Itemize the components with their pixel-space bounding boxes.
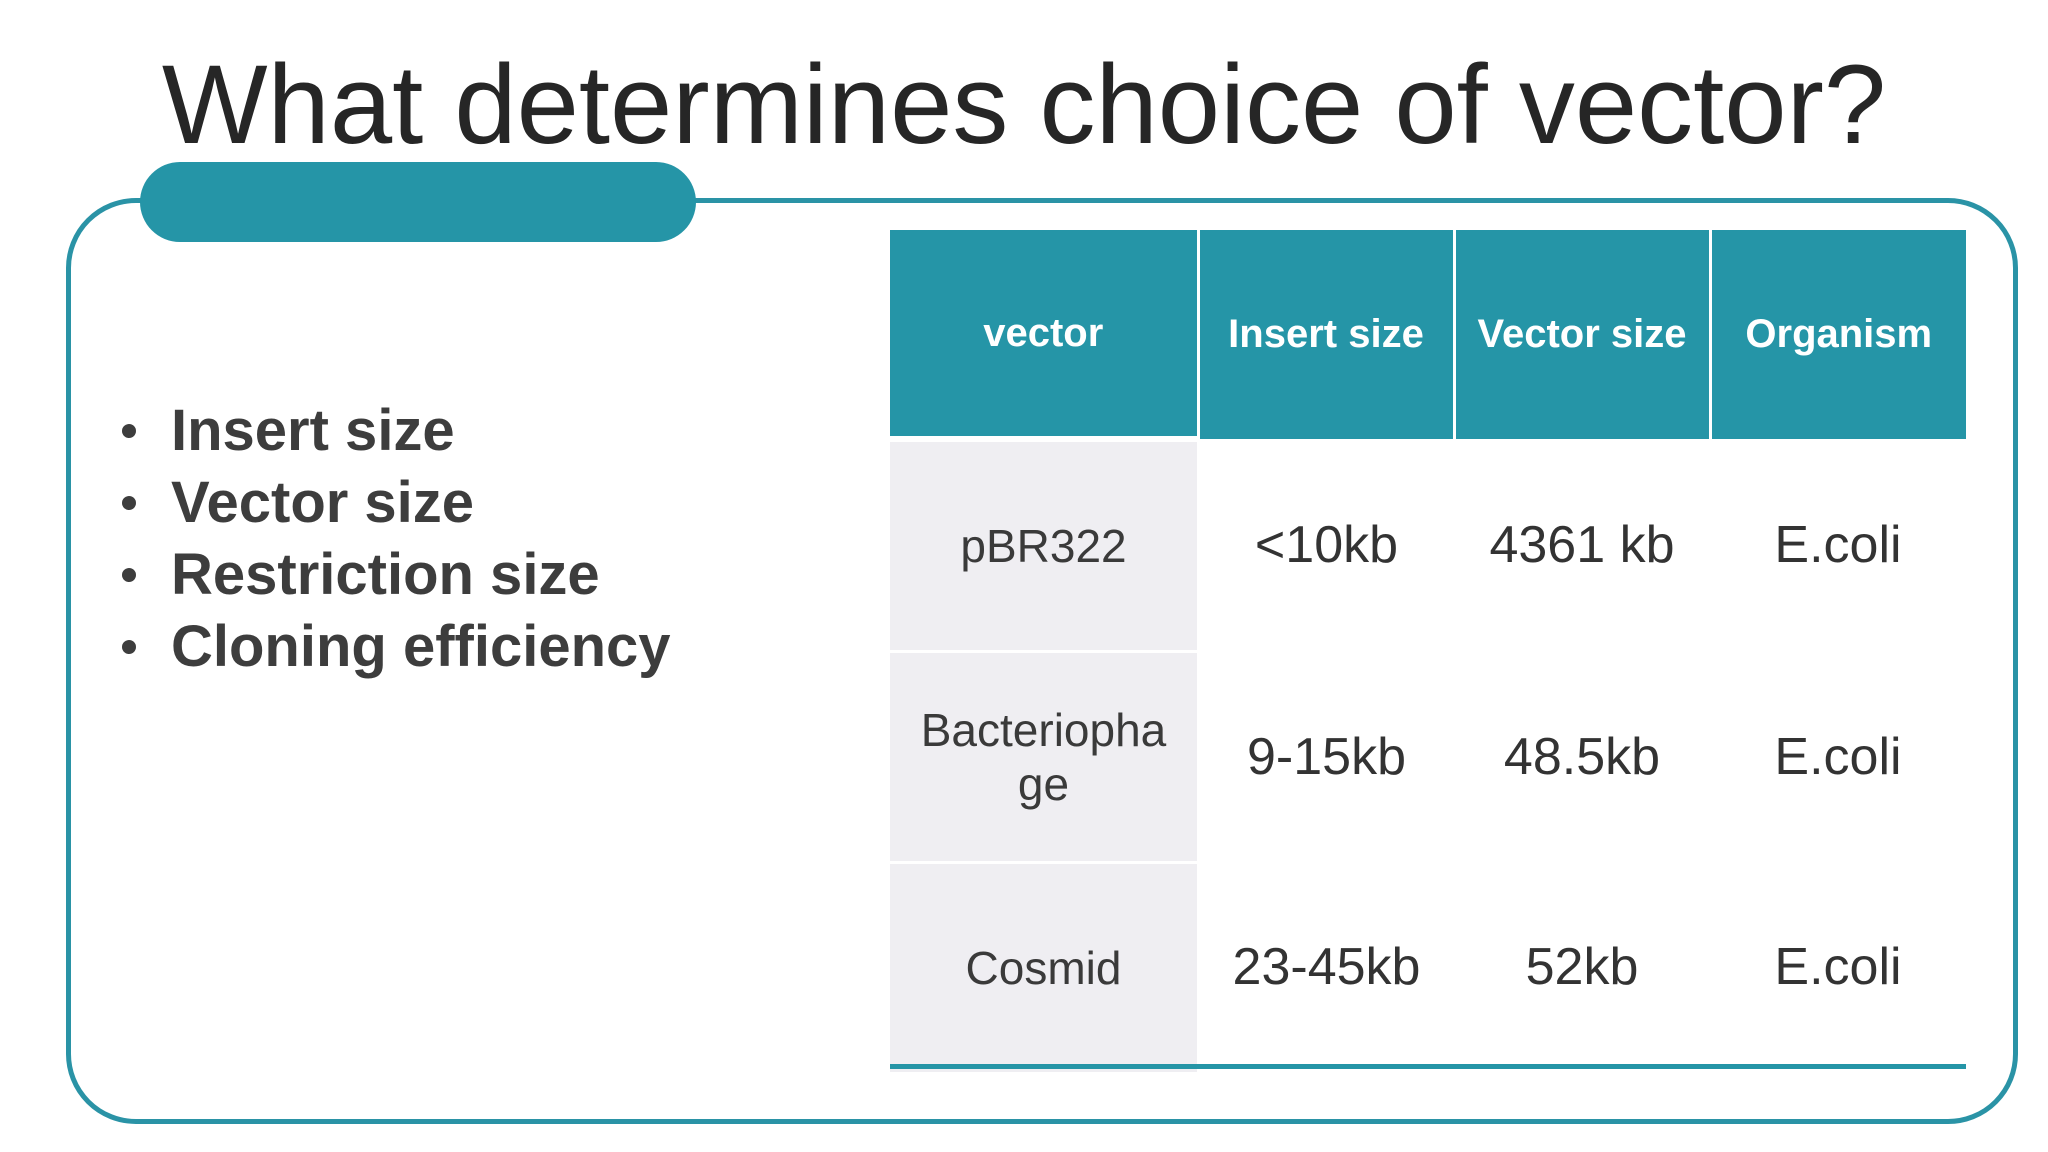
table-header-row: vector Insert size Vector size Organism <box>890 230 1966 439</box>
cell-organism: E.coli <box>1710 439 1966 652</box>
cell-vector-name: Bacteriophage <box>890 650 1199 863</box>
table-row: pBR322 <10kb 4361 kb E.coli <box>890 436 1966 652</box>
bullet-text: Restriction size <box>171 542 600 607</box>
cell-organism: E.coli <box>1710 862 1966 1072</box>
header-vector-size: Vector size <box>1452 230 1710 439</box>
bullet-text: Vector size <box>171 470 475 535</box>
bullet-dot-icon <box>122 496 136 510</box>
cell-insert-size: <10kb <box>1198 439 1454 652</box>
slide-title: What determines choice of vector? <box>161 42 1887 167</box>
table-row: Bacteriophage 9-15kb 48.5kb E.coli <box>890 650 1966 863</box>
cell-vector-size: 48.5kb <box>1454 651 1710 863</box>
bullet-item: Cloning efficiency <box>118 611 671 683</box>
cell-vector-name: Cosmid <box>890 861 1199 1072</box>
bullet-item: Insert size <box>118 395 671 467</box>
bullet-text: Cloning efficiency <box>171 614 671 679</box>
bullet-dot-icon <box>122 640 136 654</box>
vector-comparison-table: vector Insert size Vector size Organism … <box>890 230 1966 1072</box>
decorative-tab-bar <box>140 162 696 242</box>
cell-insert-size: 23-45kb <box>1198 862 1454 1072</box>
bullet-item: Vector size <box>118 467 671 539</box>
cell-vector-size: 4361 kb <box>1454 439 1710 652</box>
cell-insert-size: 9-15kb <box>1198 651 1454 863</box>
bullet-item: Restriction size <box>118 539 671 611</box>
bullet-dot-icon <box>122 424 136 438</box>
bullet-list: Insert size Vector size Restriction size… <box>118 395 671 683</box>
bullet-dot-icon <box>122 568 136 582</box>
header-organism: Organism <box>1708 230 1966 439</box>
cell-organism: E.coli <box>1710 651 1966 863</box>
table-bottom-rule <box>890 1064 1966 1069</box>
cell-vector-size: 52kb <box>1454 862 1710 1072</box>
bullet-text: Insert size <box>171 398 455 463</box>
header-vector: vector <box>890 230 1198 439</box>
table-row: Cosmid 23-45kb 52kb E.coli <box>890 861 1966 1072</box>
cell-vector-name: pBR322 <box>890 436 1199 652</box>
header-insert-size: Insert size <box>1196 230 1454 439</box>
